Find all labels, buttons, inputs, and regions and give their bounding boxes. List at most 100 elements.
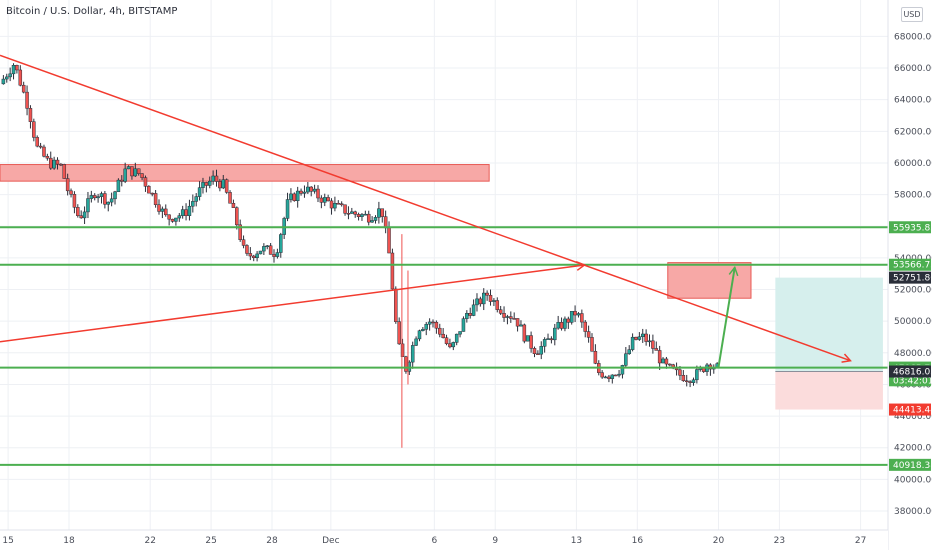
candle-body <box>613 374 618 377</box>
candle-body <box>485 292 489 296</box>
candle-body <box>55 159 60 165</box>
candle-body <box>82 211 87 219</box>
candle-body <box>316 188 320 199</box>
candle-body <box>397 321 401 345</box>
price-tick-label: 60000.00 <box>894 159 932 169</box>
candle-body <box>701 367 706 372</box>
resistance-zone[interactable] <box>0 164 490 182</box>
time-axis-panel[interactable] <box>0 530 888 550</box>
candle-body <box>607 376 611 379</box>
candle-body <box>218 181 222 189</box>
loss-zone[interactable] <box>775 371 883 410</box>
candle-body <box>11 65 16 75</box>
candle-body <box>48 157 53 169</box>
candle-body <box>224 179 229 193</box>
descending-trendline[interactable] <box>0 54 851 362</box>
candle-body <box>539 346 544 355</box>
candle-body <box>617 373 621 376</box>
candle-body <box>471 304 476 316</box>
candle-body <box>109 198 114 203</box>
candle-body <box>59 163 63 166</box>
candle-body <box>86 198 90 213</box>
candle-body <box>62 164 67 179</box>
descending-trendline-arrowhead <box>841 353 852 363</box>
candle-body <box>333 203 337 209</box>
candle-body <box>28 108 33 122</box>
candle-body <box>536 353 540 356</box>
candle-body <box>248 253 253 257</box>
candle-body <box>187 205 192 216</box>
candle-body <box>52 159 56 169</box>
candle-body <box>481 292 486 305</box>
price-tick-label: 68000.00 <box>894 32 932 42</box>
price-tag <box>889 271 931 284</box>
projection-arrow[interactable] <box>717 267 736 368</box>
candle-body <box>509 316 513 319</box>
price-tick-label: 52000.00 <box>894 286 932 296</box>
candle-body <box>116 179 121 193</box>
candle-body <box>299 190 303 194</box>
candle-body <box>363 213 368 216</box>
candle-body <box>285 199 290 219</box>
candle-body <box>451 342 456 348</box>
candle-body <box>76 207 80 216</box>
candle-body <box>238 224 242 240</box>
candle-body <box>661 358 665 364</box>
candle-body <box>164 208 168 216</box>
candle-body <box>295 190 300 202</box>
currency-button[interactable]: USD <box>901 7 923 22</box>
price-tick-label: 42000.00 <box>894 444 932 454</box>
time-tick-label: 18 <box>63 536 75 546</box>
profit-zone[interactable] <box>775 277 883 372</box>
candle-body <box>563 318 567 329</box>
candle-body <box>353 211 357 215</box>
candle-body <box>373 217 378 221</box>
candle-body <box>542 339 547 347</box>
candle-body <box>92 195 97 199</box>
candle-body <box>668 363 672 366</box>
candle-body <box>630 336 635 350</box>
price-tag <box>889 365 931 378</box>
candle-body <box>69 190 73 195</box>
candle-body <box>201 182 205 188</box>
candle-body <box>576 313 581 316</box>
candle-body <box>25 91 29 109</box>
candle-body <box>681 375 686 382</box>
candle-body <box>454 333 459 343</box>
candle-body <box>600 372 604 378</box>
candle-body <box>268 245 273 255</box>
candle-body <box>38 145 43 148</box>
candle-body <box>360 214 364 218</box>
ascending-trendline[interactable] <box>0 264 585 343</box>
candle-body <box>695 369 699 381</box>
price-tick-label: 38000.00 <box>894 507 932 517</box>
target-zone[interactable] <box>667 262 752 299</box>
candle-body <box>231 203 236 208</box>
candle-body <box>502 313 506 318</box>
price-tag-label: 46816.03 <box>893 368 932 378</box>
time-tick-label: 27 <box>855 536 866 546</box>
time-tick-label: 23 <box>774 536 785 546</box>
candle-body <box>657 350 662 364</box>
time-tick-label: 15 <box>2 536 13 546</box>
candle-body <box>177 215 182 219</box>
candle-body <box>644 333 648 342</box>
candle-body <box>153 193 158 205</box>
candle-body <box>458 331 462 335</box>
candle-body <box>377 208 381 218</box>
candle-body <box>394 288 398 322</box>
candle-body <box>478 298 483 305</box>
candle-body <box>492 300 496 302</box>
time-tick-label: 25 <box>205 536 216 546</box>
candle-body <box>221 179 226 189</box>
candle-body <box>292 193 297 202</box>
price-tick-label: 40000.00 <box>894 475 932 485</box>
candle-body <box>664 358 669 365</box>
candle-body <box>468 313 472 316</box>
candle-body <box>410 345 415 363</box>
time-tick-label: 13 <box>571 536 582 546</box>
candle-body <box>515 318 520 327</box>
candle-body <box>309 186 313 192</box>
